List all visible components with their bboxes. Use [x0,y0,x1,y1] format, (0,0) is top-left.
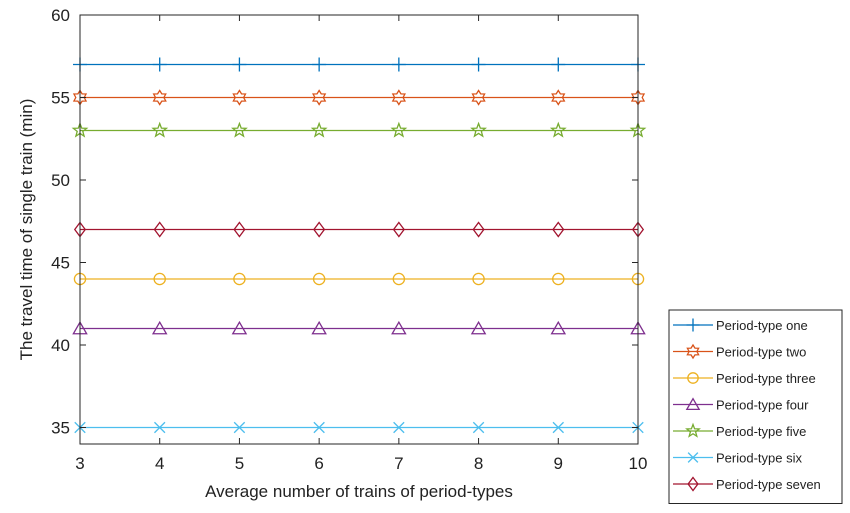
legend-label: Period-type three [716,371,816,386]
x-tick-label: 7 [394,454,403,473]
data-point [550,320,567,335]
legend: Period-type one Period-type two Period-typ… [668,309,843,504]
x-tick-label: 3 [75,454,84,473]
legend-label: Period-type two [716,345,806,360]
legend-marker [687,372,699,384]
axes-box [79,14,639,445]
data-point [472,221,485,238]
legend-entry: Period-type six [673,451,802,466]
data-point [552,421,564,434]
legend-label: Period-type seven [716,477,821,492]
data-point [151,320,168,335]
legend-marker [686,318,700,332]
data-point [552,221,565,238]
y-tick-label: 45 [51,254,70,273]
series-7 [73,221,645,238]
legend-entry: Period-type five [673,422,806,439]
data-point [152,89,167,106]
data-point [391,89,406,106]
data-point [313,221,326,238]
data-point [392,221,405,238]
data-point [471,57,486,72]
data-point [551,89,566,106]
series-3 [73,272,645,286]
legend-marker [687,452,699,463]
data-point [311,320,327,335]
data-point [233,221,246,238]
legend-marker [686,343,700,360]
legend-entry: Period-type two [673,343,806,360]
data-point [233,421,246,434]
legend-entry: Period-type three [673,371,816,386]
y-tick-label: 60 [51,6,70,25]
x-axis-label: Average number of trains of period-types [205,482,513,501]
data-point [393,421,405,434]
data-point [472,421,485,434]
x-tick-label: 4 [155,454,164,473]
x-tick-label: 6 [314,454,323,473]
legend-marker [685,422,701,438]
data-point [392,272,406,286]
data-point [312,89,327,106]
x-tick-label: 5 [235,454,244,473]
legend-label: Period-type one [716,318,808,333]
data-point [232,57,247,72]
legend-entry: Period-type seven [673,476,821,492]
data-point [552,272,565,286]
series-4 [72,320,646,335]
data-point [231,121,248,138]
y-tick-label: 50 [51,171,70,190]
series-2 [72,89,646,106]
data-point [151,121,169,138]
data-point [153,221,166,238]
plot-area [71,57,647,434]
x-tick-label: 9 [554,454,563,473]
data-point [153,272,166,286]
data-point [313,421,325,434]
legend-entry: Period-type one [673,318,808,333]
data-point [391,320,407,335]
series-6 [74,421,644,434]
data-point [233,272,246,286]
data-point [154,421,166,434]
x-tick-label: 8 [474,454,483,473]
data-point [231,320,248,335]
legend-label: Period-type four [716,398,809,413]
data-point [310,121,328,138]
legend-marker [687,476,699,492]
data-point [470,121,487,138]
y-tick-label: 35 [51,419,70,438]
series-1 [73,57,645,72]
y-axis-label: The travel time of single train (min) [17,99,36,361]
legend-marker [685,397,701,411]
legend-entry: Period-type four [673,397,809,413]
data-point [232,89,247,106]
data-point [391,57,406,72]
x-tick-label: 10 [629,454,648,473]
data-point [390,121,408,138]
data-point [470,320,487,335]
data-point [471,89,486,106]
legend-label: Period-type six [716,451,802,466]
data-point [472,272,485,286]
data-point [312,57,327,72]
y-tick-label: 40 [51,336,70,355]
data-point [549,121,567,138]
y-tick-label: 55 [51,89,70,108]
series-5 [71,121,647,138]
data-point [551,57,566,72]
data-point [312,272,326,286]
legend-label: Period-type five [716,424,806,439]
data-point [152,57,167,72]
